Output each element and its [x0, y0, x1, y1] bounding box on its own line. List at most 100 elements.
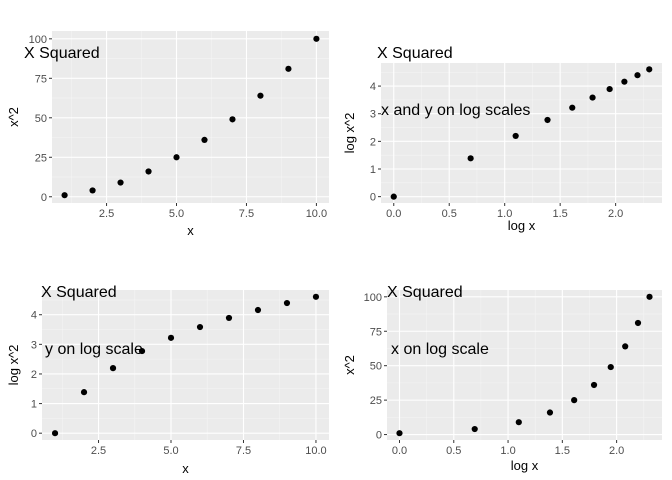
x-tick-label: 0.5 [446, 445, 461, 457]
panel-1-title-text: X Squared [24, 45, 100, 62]
x-tick-label: 1.0 [500, 445, 515, 457]
y-tick-label: 4 [370, 81, 376, 93]
data-point [467, 155, 474, 162]
data-point [254, 306, 262, 314]
x-tick-label: 5.0 [169, 208, 184, 220]
x-tick-label: 1.5 [553, 208, 568, 220]
y-tick-label: 0 [41, 192, 47, 204]
data-point [109, 365, 117, 372]
data-point [173, 154, 180, 161]
y-tick-label: 0 [370, 192, 376, 204]
x-tick-label: 10.0 [305, 445, 326, 457]
panel-2-subtitle-text: x and y on log scales [381, 102, 531, 119]
y-tick-label: 75 [35, 73, 47, 85]
data-point [167, 334, 175, 341]
data-point [621, 78, 628, 85]
data-point [229, 116, 236, 123]
data-point [646, 293, 653, 300]
y-tick-label: 4 [31, 310, 37, 322]
data-point [589, 94, 596, 101]
y-tick-label: 50 [370, 361, 382, 373]
data-point [607, 363, 614, 371]
data-point [283, 299, 291, 307]
x-tick-label: 0.5 [442, 208, 457, 220]
data-point [196, 323, 204, 331]
y-axis-title: log x^2 [6, 345, 21, 386]
panel-1: 2.5 5.0 7.5 10.0 0 25 50 75 100 x x^2 [6, 31, 329, 238]
data-point [646, 66, 653, 73]
x-tick-label: 1.5 [555, 445, 570, 457]
data-point [257, 92, 264, 99]
x-tick-label: 2.5 [99, 208, 114, 220]
x-tick-label: 0.0 [392, 445, 407, 457]
x-axis-title: log x [508, 218, 536, 233]
y-tick-label: 0 [376, 430, 382, 442]
data-point [201, 136, 208, 144]
x-tick-label: 10.0 [306, 208, 327, 220]
panel-4-title-text: X Squared [387, 284, 463, 301]
panel-3-subtitle-text: y on log scale [45, 341, 143, 358]
data-point [471, 425, 478, 433]
panel-2: 0.0 0.5 1.0 1.5 2.0 0 1 2 3 4 log x log x^2 [342, 63, 662, 233]
data-point [396, 430, 403, 437]
y-tick-label: 25 [35, 152, 47, 164]
panel-2-title: X Squared x and y on log scales [377, 6, 530, 158]
y-tick-label: 50 [35, 113, 47, 125]
panel-background [52, 31, 329, 203]
data-point [544, 116, 551, 124]
panel-3-title-text: X Squared [41, 284, 117, 301]
data-point [622, 343, 629, 350]
data-point [634, 319, 642, 327]
y-tick-label: 100 [364, 292, 382, 304]
x-tick-label: 1.0 [497, 208, 512, 220]
y-tick-label: 75 [370, 326, 382, 338]
data-point [634, 72, 641, 79]
x-tick-label: 0.0 [386, 208, 401, 220]
x-tick-label: 7.5 [236, 445, 251, 457]
data-point [285, 65, 292, 72]
data-point [117, 179, 124, 186]
x-tick-label: 2.0 [609, 445, 624, 457]
data-point [313, 35, 320, 42]
data-point [51, 430, 59, 437]
data-point [89, 187, 96, 194]
panel-3-title: X Squared y on log scale [41, 245, 143, 397]
y-tick-label: 100 [29, 34, 47, 46]
data-point [569, 104, 576, 111]
data-point [515, 419, 522, 426]
data-point [606, 85, 613, 93]
panel-2-title-text: X Squared [377, 45, 453, 62]
data-point [312, 293, 320, 300]
y-axis-title: log x^2 [342, 113, 357, 154]
data-point [80, 389, 88, 396]
y-axis-title: x^2 [342, 355, 357, 375]
panel-4: 0.0 0.5 1.0 1.5 2.0 0 25 50 75 100 log x x^2 [342, 290, 662, 473]
y-tick-label: 1 [31, 399, 37, 411]
panel-1-title: X Squared [24, 6, 100, 101]
data-point [225, 314, 233, 322]
data-point [546, 409, 554, 416]
x-axis-title: x [187, 223, 194, 238]
data-point [61, 192, 68, 199]
x-axis-title: x [182, 461, 189, 476]
y-tick-label: 3 [370, 109, 376, 121]
data-point [571, 397, 578, 404]
y-tick-label: 2 [370, 136, 376, 148]
data-point [138, 347, 146, 355]
y-axis-title: x^2 [6, 107, 21, 127]
panel-4-subtitle-text: x on log scale [391, 341, 489, 358]
x-tick-label: 7.5 [239, 208, 254, 220]
y-tick-label: 25 [370, 395, 382, 407]
y-tick-label: 1 [370, 164, 376, 176]
x-tick-label: 2.0 [608, 208, 623, 220]
data-point [590, 381, 598, 389]
x-axis-title: log x [511, 458, 539, 473]
y-tick-label: 3 [31, 339, 37, 351]
y-tick-label: 2 [31, 369, 37, 381]
x-tick-label: 2.5 [91, 445, 106, 457]
data-point [512, 132, 519, 140]
data-point [145, 168, 152, 175]
x-tick-label: 5.0 [163, 445, 178, 457]
